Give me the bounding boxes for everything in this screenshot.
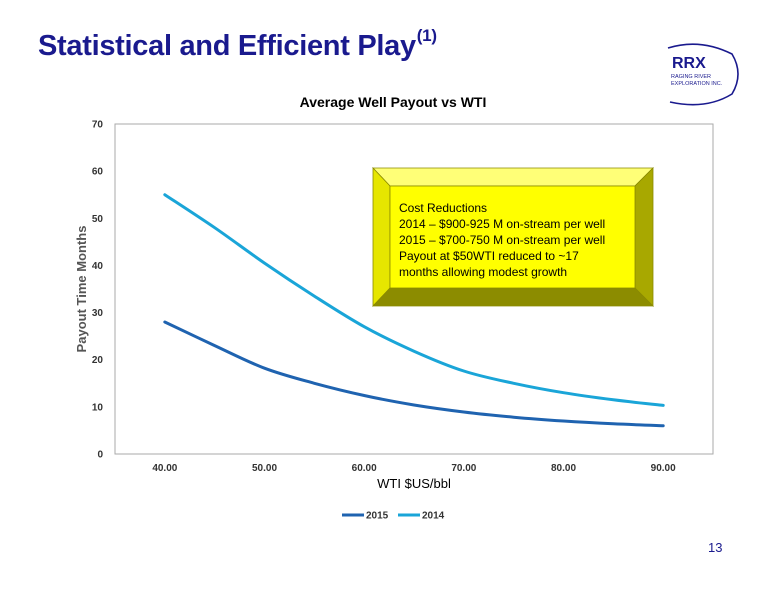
y-tick-label: 10 bbox=[92, 402, 104, 413]
chart-title: Average Well Payout vs WTI bbox=[300, 94, 487, 110]
y-tick-label: 70 bbox=[92, 120, 104, 131]
x-tick-label: 40.00 bbox=[152, 463, 177, 474]
callout-line: months allowing modest growth bbox=[399, 265, 568, 279]
chart-legend: 2015 2014 bbox=[342, 511, 445, 522]
logo-subtext-1: RAGING RIVER bbox=[671, 74, 711, 80]
x-axis-ticks: 40.00 50.00 60.00 70.00 80.00 90.00 bbox=[152, 463, 676, 474]
series-line-2014 bbox=[163, 193, 665, 407]
page-number: 13 bbox=[708, 540, 723, 555]
y-tick-label: 20 bbox=[92, 355, 104, 366]
x-axis-label: WTI $US/bbl bbox=[377, 476, 451, 491]
series-line-2015 bbox=[163, 320, 665, 428]
legend-label-2014: 2014 bbox=[422, 511, 445, 522]
legend-label-2015: 2015 bbox=[366, 511, 389, 522]
callout-line: 2015 – $700-750 M on-stream per well bbox=[399, 233, 606, 247]
x-tick-label: 70.00 bbox=[451, 463, 476, 474]
y-axis-ticks: 0 10 20 30 40 50 60 70 bbox=[92, 120, 104, 461]
y-tick-label: 60 bbox=[92, 167, 104, 178]
x-tick-label: 80.00 bbox=[551, 463, 576, 474]
logo-text: RRX bbox=[672, 55, 706, 72]
y-tick-label: 0 bbox=[97, 450, 103, 461]
y-axis-label: Payout Time Months bbox=[74, 226, 89, 353]
callout-frame bbox=[372, 166, 654, 308]
callout-line: 2014 – $900-925 M on-stream per well bbox=[399, 217, 606, 231]
x-tick-label: 90.00 bbox=[651, 463, 676, 474]
y-tick-label: 40 bbox=[92, 261, 104, 272]
callout-line: Cost Reductions bbox=[399, 201, 488, 215]
logo-subtext-2: EXPLORATION INC. bbox=[671, 81, 723, 87]
cost-reductions-callout: Cost Reductions 2014 – $900-925 M on-str… bbox=[390, 186, 635, 288]
slide-title-text: Statistical and Efficient Play bbox=[38, 30, 416, 62]
callout-line: Payout at $50WTI reduced to ~17 bbox=[399, 249, 579, 263]
slide-title-footnote: (1) bbox=[416, 26, 437, 45]
x-tick-label: 50.00 bbox=[252, 463, 277, 474]
series-lines bbox=[163, 193, 665, 428]
company-logo: RRX RAGING RIVER EXPLORATION INC. bbox=[667, 43, 739, 106]
y-tick-label: 50 bbox=[92, 214, 104, 225]
x-tick-label: 60.00 bbox=[352, 463, 377, 474]
y-tick-label: 30 bbox=[92, 308, 104, 319]
slide-title: Statistical and Efficient Play(1) bbox=[38, 26, 437, 63]
